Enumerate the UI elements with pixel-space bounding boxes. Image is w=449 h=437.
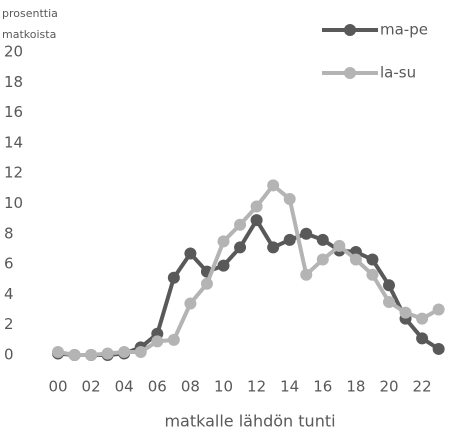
data-point [217,259,230,272]
data-point [283,192,296,205]
data-point [283,233,296,246]
y-tick-label: 14 [4,133,23,151]
x-tick-label: 16 [313,378,332,396]
data-point [416,332,429,345]
data-point [300,268,313,281]
x-tick-label: 08 [181,378,200,396]
y-tick-label: 12 [4,164,23,182]
data-point [85,349,98,361]
data-point [184,297,197,310]
y-axis-label: prosenttia [2,7,58,20]
y-axis-label: matkoista [2,28,56,41]
y-tick-label: 0 [4,346,14,364]
data-point [267,179,280,192]
data-point [316,253,329,266]
x-tick-label: 06 [148,378,167,396]
y-tick-label: 8 [4,224,14,242]
data-point [432,342,445,355]
data-point [68,349,81,361]
data-point [134,345,147,358]
data-point [316,233,329,246]
data-point [167,271,180,284]
data-point [267,241,280,254]
data-point [234,218,247,231]
data-point [333,239,346,252]
data-point [217,235,230,248]
x-tick-label: 20 [379,378,398,396]
data-point [234,241,247,254]
legend-marker [344,67,356,79]
x-axis-label: matkalle lähdön tunti [164,412,335,431]
data-point [200,277,213,290]
x-tick-label: 00 [48,378,67,396]
y-tick-label: 2 [4,315,14,333]
data-point [300,227,313,240]
y-tick-label: 6 [4,255,14,273]
y-tick-label: 18 [4,73,23,91]
data-point [349,253,362,266]
y-tick-label: 20 [4,43,23,61]
legend-label: la-su [380,64,416,82]
data-point [366,268,379,281]
y-tick-label: 16 [4,103,23,121]
data-point [366,253,379,266]
data-point [399,306,412,319]
y-tick-label: 4 [4,285,14,303]
x-tick-label: 04 [115,378,134,396]
data-point [250,214,263,227]
data-point [383,295,395,308]
legend-marker [344,24,356,36]
x-tick-label: 12 [247,378,266,396]
data-point [184,247,197,260]
data-point [118,345,131,358]
x-tick-label: 22 [413,378,432,396]
x-tick-label: 10 [214,378,233,396]
data-point [383,279,395,292]
legend-label: ma-pe [380,21,428,39]
data-point [151,335,164,348]
y-tick-label: 10 [4,194,23,212]
data-point [52,345,64,358]
data-point [250,200,263,213]
x-tick-label: 02 [82,378,101,396]
x-tick-label: 18 [346,378,365,396]
data-point [167,333,180,346]
x-tick-label: 14 [280,378,299,396]
data-point [416,312,429,325]
data-point [101,347,114,360]
data-point [432,303,445,316]
